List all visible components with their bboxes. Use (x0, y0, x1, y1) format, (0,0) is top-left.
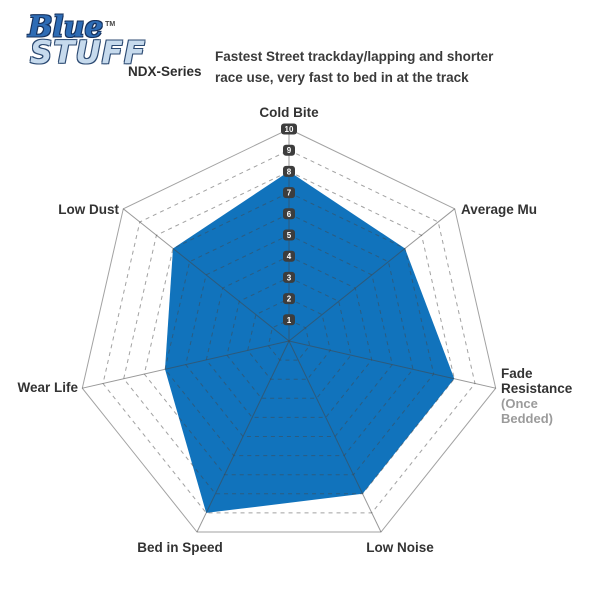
data-polygon (165, 171, 455, 513)
grid-ring (164, 213, 414, 457)
scale-marker (283, 229, 295, 241)
scale-marker (283, 271, 295, 283)
axis-label-low-dust: Low Dust (58, 202, 119, 217)
grid-ring (226, 276, 352, 399)
scale-marker-label: 2 (287, 295, 292, 304)
axis-label-average-mu: Average Mu (461, 202, 538, 217)
scale-marker-label: 3 (287, 273, 292, 282)
axis-spoke (82, 340, 290, 389)
scale-marker-label: 10 (285, 125, 294, 134)
scale-marker-label: 7 (287, 189, 292, 198)
scale-marker (283, 250, 295, 262)
scale-marker-label: 4 (287, 252, 292, 261)
product-description: Fastest Street trackday/lapping and shor… (215, 46, 493, 88)
axis-label-low-noise: Low Noise (366, 540, 434, 555)
axis-spoke (288, 340, 382, 533)
description-line-2: race use, very fast to bed in at the tra… (215, 70, 469, 85)
grid-ring (247, 298, 331, 380)
scale-marker (283, 144, 295, 156)
scale-marker-label: 1 (287, 316, 292, 325)
scale-marker-label: 6 (287, 210, 292, 219)
axis-spoke (196, 340, 290, 533)
scale-marker-label: 9 (287, 146, 292, 155)
axis-spoke (288, 340, 496, 389)
bluestuff-logo: Blue TM STUFF (28, 10, 158, 71)
axis-label-bed-in-speed: Bed in Speed (137, 540, 223, 555)
scale-marker-label: 8 (287, 167, 292, 176)
axis-label-cold-bite: Cold Bite (259, 105, 319, 120)
axis-spoke (122, 208, 290, 342)
logo-brand-bottom: STUFF (30, 34, 146, 71)
axis-label-fade-resistance: Fade Resistance (Once Bedded) (501, 366, 585, 426)
grid-ring (102, 149, 476, 514)
scale-marker (283, 293, 295, 305)
scale-marker (283, 208, 295, 220)
axis-label-fade-resistance-text: Fade Resistance (501, 366, 573, 396)
scale-marker-label: 5 (287, 231, 292, 240)
axis-label-wear-life: Wear Life (17, 380, 78, 395)
series-label: NDX-Series (128, 64, 202, 79)
grid-ring-outer (81, 128, 497, 533)
grid-ring (185, 234, 393, 437)
axis-spoke (288, 208, 456, 342)
grid-ring (123, 170, 455, 495)
logo-brand-top-text: Blue (28, 9, 104, 44)
axis-sublabel-once-bedded: (Once Bedded) (501, 396, 553, 426)
grid-ring (205, 255, 373, 418)
scale-marker (283, 187, 295, 199)
logo-brand-top: Blue TM (28, 10, 158, 42)
scale-marker (283, 314, 295, 326)
grid-ring (143, 192, 435, 476)
trademark-symbol: TM (105, 21, 116, 28)
scale-marker (283, 165, 295, 177)
description-line-1: Fastest Street trackday/lapping and shor… (215, 49, 494, 64)
scale-marker (281, 123, 297, 135)
grid-ring (267, 319, 311, 361)
